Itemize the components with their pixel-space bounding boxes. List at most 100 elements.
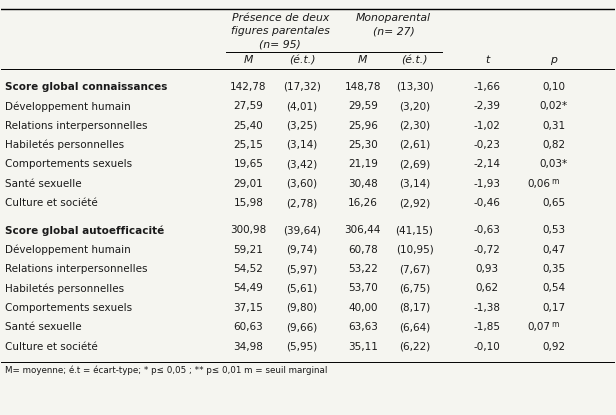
Text: 54,52: 54,52	[233, 264, 263, 274]
Text: (n= 95): (n= 95)	[259, 39, 301, 49]
Text: -0,72: -0,72	[474, 245, 501, 255]
Text: (5,61): (5,61)	[286, 283, 318, 293]
Text: Monoparental: Monoparental	[356, 13, 431, 23]
Text: 0,62: 0,62	[476, 283, 499, 293]
Text: (6,22): (6,22)	[399, 342, 430, 352]
Text: (3,20): (3,20)	[399, 101, 430, 111]
Text: (5,97): (5,97)	[286, 264, 318, 274]
Text: Relations interpersonnelles: Relations interpersonnelles	[6, 121, 148, 131]
Text: (39,64): (39,64)	[283, 225, 321, 235]
Text: figures parentales: figures parentales	[230, 26, 330, 36]
Text: (4,01): (4,01)	[286, 101, 318, 111]
Text: -1,93: -1,93	[474, 179, 501, 189]
Text: -1,85: -1,85	[474, 322, 501, 332]
Text: (3,60): (3,60)	[286, 179, 318, 189]
Text: Culture et société: Culture et société	[6, 198, 98, 208]
Text: Culture et société: Culture et société	[6, 342, 98, 352]
Text: (2,61): (2,61)	[399, 140, 430, 150]
Text: 53,22: 53,22	[348, 264, 378, 274]
Text: 37,15: 37,15	[233, 303, 263, 313]
Text: -1,02: -1,02	[474, 121, 501, 131]
Text: (3,14): (3,14)	[399, 179, 430, 189]
Text: 300,98: 300,98	[230, 225, 266, 235]
Text: (6,64): (6,64)	[399, 322, 430, 332]
Text: 0,93: 0,93	[476, 264, 499, 274]
Text: -0,46: -0,46	[474, 198, 501, 208]
Text: (2,69): (2,69)	[399, 159, 430, 169]
Text: 148,78: 148,78	[344, 82, 381, 92]
Text: (3,42): (3,42)	[286, 159, 318, 169]
Text: -0,63: -0,63	[474, 225, 501, 235]
Text: 0,53: 0,53	[542, 225, 565, 235]
Text: Présence de deux: Présence de deux	[232, 13, 329, 23]
Text: Comportements sexuels: Comportements sexuels	[6, 159, 132, 169]
Text: -2,14: -2,14	[474, 159, 501, 169]
Text: 0,10: 0,10	[542, 82, 565, 92]
Text: 25,30: 25,30	[348, 140, 378, 150]
Text: 60,63: 60,63	[233, 322, 263, 332]
Text: 25,15: 25,15	[233, 140, 263, 150]
Text: 29,59: 29,59	[348, 101, 378, 111]
Text: 63,63: 63,63	[348, 322, 378, 332]
Text: 0,54: 0,54	[542, 283, 565, 293]
Text: p: p	[551, 55, 557, 65]
Text: Comportements sexuels: Comportements sexuels	[6, 303, 132, 313]
Text: M: M	[358, 55, 367, 65]
Text: (é.t.): (é.t.)	[401, 55, 428, 65]
Text: (7,67): (7,67)	[399, 264, 430, 274]
Text: m: m	[551, 320, 558, 329]
Text: m: m	[551, 177, 558, 186]
Text: 0,35: 0,35	[542, 264, 565, 274]
Text: Score global connaissances: Score global connaissances	[6, 82, 168, 92]
Text: (13,30): (13,30)	[395, 82, 434, 92]
Text: 306,44: 306,44	[344, 225, 381, 235]
Text: (10,95): (10,95)	[395, 245, 434, 255]
Text: 0,06: 0,06	[527, 179, 550, 189]
Text: 21,19: 21,19	[348, 159, 378, 169]
Text: Développement humain: Développement humain	[6, 245, 131, 255]
Text: Développement humain: Développement humain	[6, 101, 131, 112]
Text: 27,59: 27,59	[233, 101, 263, 111]
Text: 25,40: 25,40	[233, 121, 263, 131]
Text: (9,66): (9,66)	[286, 322, 318, 332]
Text: Habiletés personnelles: Habiletés personnelles	[6, 283, 124, 294]
Text: 0,47: 0,47	[542, 245, 565, 255]
Text: (9,74): (9,74)	[286, 245, 318, 255]
Text: Relations interpersonnelles: Relations interpersonnelles	[6, 264, 148, 274]
Text: (5,95): (5,95)	[286, 342, 318, 352]
Text: 19,65: 19,65	[233, 159, 263, 169]
Text: Santé sexuelle: Santé sexuelle	[6, 322, 82, 332]
Text: 0,65: 0,65	[542, 198, 565, 208]
Text: (9,80): (9,80)	[286, 303, 318, 313]
Text: (3,25): (3,25)	[286, 121, 318, 131]
Text: 0,92: 0,92	[542, 342, 565, 352]
Text: -0,10: -0,10	[474, 342, 501, 352]
Text: 34,98: 34,98	[233, 342, 263, 352]
Text: 0,03*: 0,03*	[540, 159, 568, 169]
Text: 16,26: 16,26	[348, 198, 378, 208]
Text: (é.t.): (é.t.)	[289, 55, 315, 65]
Text: 0,02*: 0,02*	[540, 101, 568, 111]
Text: 60,78: 60,78	[348, 245, 378, 255]
Text: (2,78): (2,78)	[286, 198, 318, 208]
Text: M= moyenne; é.t = écart-type; * p≤ 0,05 ; ** p≤ 0,01 m = seuil marginal: M= moyenne; é.t = écart-type; * p≤ 0,05 …	[6, 366, 328, 376]
Text: 53,70: 53,70	[348, 283, 378, 293]
Text: 0,07: 0,07	[527, 322, 550, 332]
Text: Habiletés personnelles: Habiletés personnelles	[6, 140, 124, 151]
Text: (41,15): (41,15)	[395, 225, 434, 235]
Text: (17,32): (17,32)	[283, 82, 321, 92]
Text: (3,14): (3,14)	[286, 140, 318, 150]
Text: 35,11: 35,11	[348, 342, 378, 352]
Text: t: t	[485, 55, 489, 65]
Text: 25,96: 25,96	[348, 121, 378, 131]
Text: -0,23: -0,23	[474, 140, 501, 150]
Text: 0,17: 0,17	[542, 303, 565, 313]
Text: (2,30): (2,30)	[399, 121, 430, 131]
Text: (2,92): (2,92)	[399, 198, 430, 208]
Text: -1,66: -1,66	[474, 82, 501, 92]
Text: 29,01: 29,01	[233, 179, 263, 189]
Text: 0,82: 0,82	[542, 140, 565, 150]
Text: -1,38: -1,38	[474, 303, 501, 313]
Text: M: M	[243, 55, 253, 65]
Text: 54,49: 54,49	[233, 283, 263, 293]
